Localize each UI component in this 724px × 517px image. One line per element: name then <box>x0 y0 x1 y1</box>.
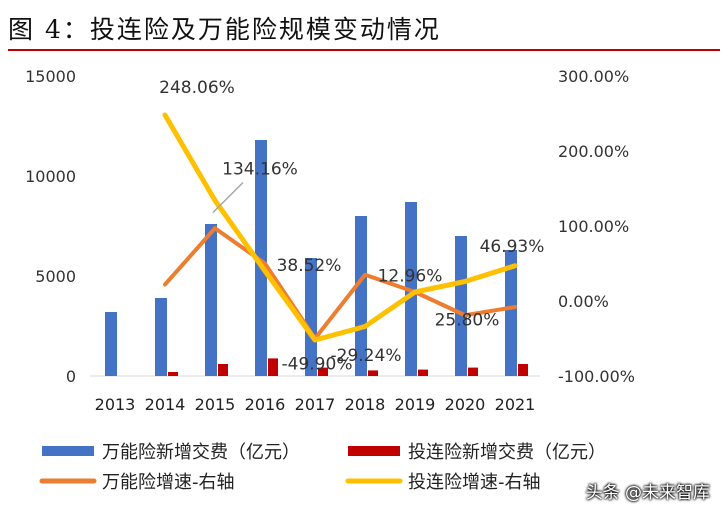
annotation-leader-line <box>212 181 244 214</box>
bar-toulian <box>368 370 378 376</box>
bar-toulian <box>418 369 428 376</box>
bar-toulian <box>268 358 278 376</box>
right-axis-tick-label: 100.00% <box>558 217 629 236</box>
bar-wanneng <box>105 312 117 376</box>
x-axis-tick-label: 2015 <box>195 395 236 414</box>
bar-toulian <box>468 367 478 376</box>
chart-title: 图 4：投连险及万能险规模变动情况 <box>8 15 441 44</box>
bar-wanneng <box>205 224 217 376</box>
data-label: 25.80% <box>435 311 500 331</box>
bar-wanneng <box>355 216 367 376</box>
left-axis-tick-label: 5000 <box>35 267 76 286</box>
line-wanneng-growth <box>163 226 517 341</box>
legend-label: 万能险增速-右轴 <box>102 472 235 493</box>
right-axis-tick-label: 300.00% <box>558 67 629 86</box>
line-toulian-growth <box>162 112 518 343</box>
bar-wanneng <box>255 140 267 376</box>
right-axis-tick-label: 0.00% <box>558 292 609 311</box>
data-label: 38.52% <box>277 256 342 276</box>
right-axis-tick-label: -100.00% <box>558 367 635 386</box>
bar-wanneng <box>505 250 517 376</box>
bar-toulian <box>218 364 228 376</box>
legend-swatch <box>348 446 400 456</box>
legend-label: 投连险增速-右轴 <box>408 472 541 493</box>
legend-label: 投连险新增交费（亿元） <box>408 442 606 463</box>
x-axis-tick-label: 2013 <box>95 395 136 414</box>
data-label: 134.16% <box>222 159 298 179</box>
bar-toulian <box>318 367 328 376</box>
x-axis-tick-label: 2017 <box>295 395 336 414</box>
legend-swatch <box>42 446 94 456</box>
bar-wanneng <box>455 236 467 376</box>
bar-wanneng <box>155 298 167 376</box>
watermark: 头条 @未来智库 <box>585 483 710 503</box>
data-label: 248.06% <box>159 78 235 98</box>
right-axis-tick-label: 200.00% <box>558 142 629 161</box>
title-divider <box>8 49 720 51</box>
x-axis-tick-label: 2016 <box>245 395 286 414</box>
bar-toulian <box>518 364 528 376</box>
left-axis-tick-label: 0 <box>66 367 76 386</box>
data-label: -29.24% <box>331 346 402 366</box>
bar-wanneng <box>305 258 317 376</box>
x-axis-tick-label: 2018 <box>345 395 386 414</box>
data-label: 12.96% <box>378 266 443 286</box>
x-axis-tick-label: 2021 <box>495 395 536 414</box>
data-label: -49.90% <box>282 354 353 374</box>
x-axis-tick-label: 2014 <box>145 395 186 414</box>
x-axis-tick-label: 2019 <box>395 395 436 414</box>
left-axis-tick-label: 10000 <box>25 167 76 186</box>
x-axis-tick-label: 2020 <box>445 395 486 414</box>
legend-label: 万能险新增交费（亿元） <box>102 442 300 463</box>
data-label: 46.93% <box>480 237 545 257</box>
left-axis-tick-label: 15000 <box>25 67 76 86</box>
bar-toulian <box>168 372 178 376</box>
